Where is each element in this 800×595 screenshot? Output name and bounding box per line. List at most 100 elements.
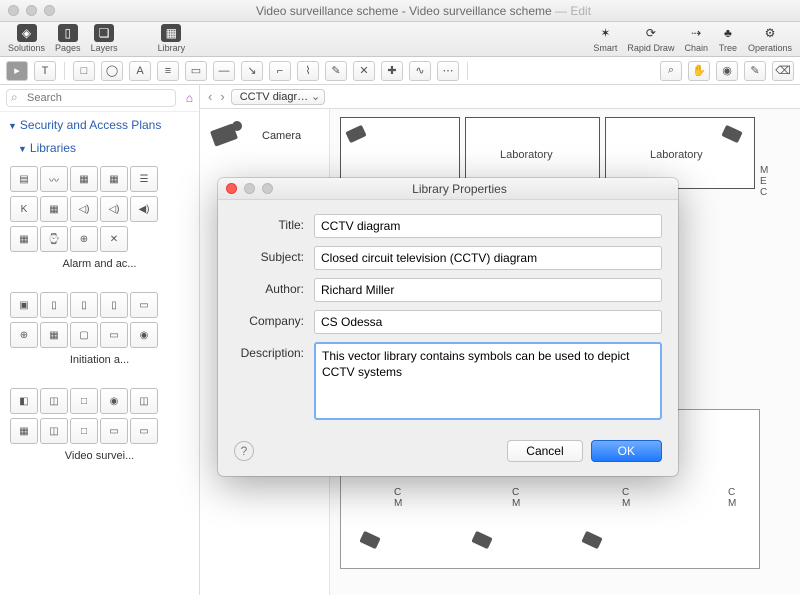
stencil-item-camera[interactable]: Camera — [208, 121, 321, 151]
tool-button[interactable]: ◯ — [101, 61, 123, 81]
tree-root-label: Security and Access Plans — [20, 118, 161, 132]
library-shape[interactable]: ▦ — [100, 166, 128, 192]
tool-button[interactable]: ✕ — [353, 61, 375, 81]
tree-root[interactable]: ▼Security and Access Plans — [0, 112, 199, 135]
tree-child[interactable]: ▼Libraries — [0, 135, 199, 158]
tool-button[interactable]: ⌕ — [660, 61, 682, 81]
toolbar-rapid-button[interactable]: ⟳Rapid Draw — [627, 24, 674, 53]
close-icon[interactable] — [8, 5, 19, 16]
tool-button[interactable]: ∿ — [409, 61, 431, 81]
library-shape[interactable]: ▭ — [100, 322, 128, 348]
tool-button[interactable]: ↘ — [241, 61, 263, 81]
tool-button[interactable]: ⌫ — [772, 61, 794, 81]
library-shape[interactable]: □ — [70, 418, 98, 444]
toolbar-chain-button[interactable]: ⇢Chain — [684, 24, 708, 53]
library-shape[interactable]: ◧ — [10, 388, 38, 414]
nav-fwd-icon[interactable]: › — [218, 89, 226, 104]
camera-icon — [358, 529, 388, 551]
library-shape[interactable]: ◁) — [100, 196, 128, 222]
toolbar-group-mid: ▦Library — [158, 24, 186, 53]
tool-button[interactable]: ✎ — [744, 61, 766, 81]
library-shape[interactable]: ⊕ — [10, 322, 38, 348]
library-shape[interactable]: ◀) — [130, 196, 158, 222]
library-shape[interactable]: ◫ — [130, 388, 158, 414]
tool-button[interactable]: ⋯ — [437, 61, 459, 81]
home-icon[interactable]: ⌂ — [186, 91, 193, 105]
library-title: Alarm and ac... — [10, 258, 189, 270]
tool-button[interactable]: A — [129, 61, 151, 81]
ok-button[interactable]: OK — [591, 440, 662, 462]
library-shape[interactable]: ✕ — [100, 226, 128, 252]
library-shape[interactable]: ▯ — [100, 292, 128, 318]
library-shape[interactable]: ☰ — [130, 166, 158, 192]
tool-button[interactable]: □ — [73, 61, 95, 81]
author-input[interactable] — [314, 278, 662, 302]
title-input[interactable] — [314, 214, 662, 238]
library-shape[interactable]: □ — [70, 388, 98, 414]
library-shape[interactable]: ▦ — [10, 226, 38, 252]
dialog-close-icon[interactable] — [226, 183, 237, 194]
library-shape[interactable]: K — [10, 196, 38, 222]
toolbar-tree-button[interactable]: ♣Tree — [718, 24, 738, 53]
library-shape[interactable]: ▢ — [70, 322, 98, 348]
library-dropdown[interactable]: CCTV diagr… — [231, 89, 325, 105]
library-shape[interactable]: ◫ — [40, 388, 68, 414]
library-shape[interactable]: ▭ — [100, 418, 128, 444]
tool-button[interactable]: ⌐ — [269, 61, 291, 81]
tool-button[interactable]: ▭ — [185, 61, 207, 81]
toolbar-layers-button[interactable]: ❏Layers — [91, 24, 118, 53]
toolbar-group-right: ✶Smart ⟳Rapid Draw ⇢Chain ♣Tree ⚙Operations — [593, 24, 792, 53]
description-textarea[interactable] — [314, 342, 662, 420]
library-shape[interactable]: ▯ — [70, 292, 98, 318]
zoom-icon[interactable] — [44, 5, 55, 16]
tool-button[interactable]: — — [213, 61, 235, 81]
tool-button[interactable]: ≡ — [157, 61, 179, 81]
tool-button[interactable]: ▸ — [6, 61, 28, 81]
library-shape[interactable]: ▦ — [70, 166, 98, 192]
toolbar-operations-button[interactable]: ⚙Operations — [748, 24, 792, 53]
tool-button[interactable]: ✋ — [688, 61, 710, 81]
toolbar-solutions-button[interactable]: ◈Solutions — [8, 24, 45, 53]
subject-input[interactable] — [314, 246, 662, 270]
library-shape[interactable]: ▣ — [10, 292, 38, 318]
toolbar-smart-button[interactable]: ✶Smart — [593, 24, 617, 53]
dialog-traffic[interactable] — [218, 183, 281, 194]
library-shape[interactable]: ▭ — [130, 292, 158, 318]
nav-back-icon[interactable]: ‹ — [206, 89, 214, 104]
tool-button[interactable]: ✚ — [381, 61, 403, 81]
library-shape[interactable]: ◉ — [130, 322, 158, 348]
library-shape[interactable]: ◁) — [70, 196, 98, 222]
toolbar-pages-button[interactable]: ▯Pages — [55, 24, 81, 53]
window-title-suffix: — Edit — [555, 4, 591, 18]
help-icon[interactable]: ? — [234, 441, 254, 461]
tool-button[interactable]: ◉ — [716, 61, 738, 81]
library-shape[interactable]: ▦ — [10, 418, 38, 444]
library-shape[interactable]: ▤ — [10, 166, 38, 192]
library-shape[interactable]: ⌚ — [40, 226, 68, 252]
tool-button[interactable]: T — [34, 61, 56, 81]
library-shape[interactable]: ◫ — [40, 418, 68, 444]
library-shape[interactable]: 〰 — [40, 166, 68, 192]
window-traffic-lights[interactable] — [8, 5, 55, 16]
library-shape[interactable]: ▯ — [40, 292, 68, 318]
library-shape[interactable]: ▦ — [40, 322, 68, 348]
minimize-icon[interactable] — [26, 5, 37, 16]
toolbar-library-button[interactable]: ▦Library — [158, 24, 186, 53]
field-label-title: Title: — [234, 214, 314, 232]
search-input[interactable] — [6, 89, 176, 107]
cancel-button[interactable]: Cancel — [507, 440, 582, 462]
window-titlebar: Video surveillance scheme - Video survei… — [0, 0, 800, 22]
shape-toolbar: ▸ T □ ◯ A ≡ ▭ — ↘ ⌐ ⌇ ✎ ✕ ✚ ∿ ⋯ ⌕ ✋ ◉ ✎ ⌫ — [0, 57, 800, 85]
company-input[interactable] — [314, 310, 662, 334]
tool-button[interactable]: ⌇ — [297, 61, 319, 81]
library-shape[interactable]: ▦ — [40, 196, 68, 222]
library-shape[interactable]: ▭ — [130, 418, 158, 444]
solutions-icon: ◈ — [17, 24, 37, 42]
library-shape[interactable]: ⊕ — [70, 226, 98, 252]
window-title: Video surveillance scheme - Video survei… — [55, 4, 792, 18]
library-title: Initiation a... — [10, 354, 189, 366]
library-title: Video survei... — [10, 450, 189, 462]
tool-button[interactable]: ✎ — [325, 61, 347, 81]
field-label-company: Company: — [234, 310, 314, 328]
library-shape[interactable]: ◉ — [100, 388, 128, 414]
